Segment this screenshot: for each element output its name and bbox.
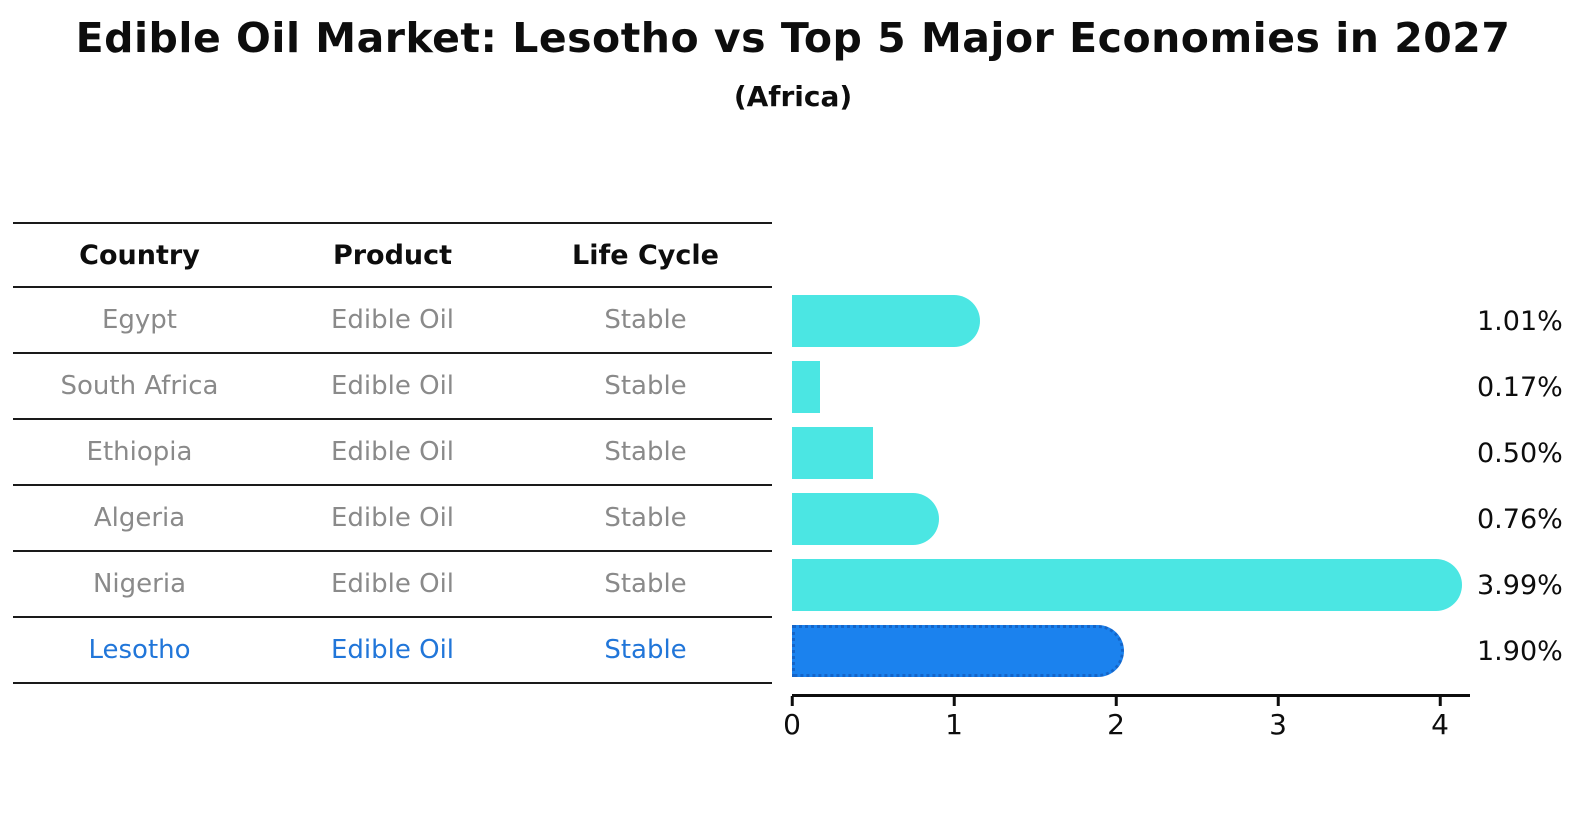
table-header-row: Country Product Life Cycle (13, 222, 772, 288)
bar-row-egypt (792, 288, 1470, 354)
cell-life-cycle: Stable (604, 503, 687, 533)
cell-country: Nigeria (92, 569, 187, 599)
x-axis-tick-label-2: 2 (1107, 708, 1125, 741)
bar-nigeria (792, 559, 1463, 611)
cell-product: Edible Oil (330, 635, 455, 665)
table-row-nigeria: Nigeria Edible Oil Stable (13, 552, 772, 618)
cell-product: Edible Oil (330, 371, 455, 401)
x-axis-tick-label-3: 3 (1269, 708, 1287, 741)
cell-product: Edible Oil (330, 305, 455, 335)
x-axis-tick-4 (1438, 696, 1442, 706)
bar-south-africa (792, 361, 820, 413)
bar-lesotho (792, 625, 1124, 677)
cell-life-cycle: Stable (604, 305, 687, 335)
column-header-life-cycle: Life Cycle (572, 239, 719, 271)
cell-country: Ethiopia (86, 437, 193, 467)
x-axis-tick-label-0: 0 (783, 708, 801, 741)
value-label-egypt: 1.01% (1477, 305, 1563, 337)
cell-life-cycle: Stable (604, 371, 687, 401)
cell-product: Edible Oil (330, 503, 455, 533)
table-row-ethiopia: Ethiopia Edible Oil Stable (13, 420, 772, 486)
x-axis-tick-1 (952, 696, 956, 706)
cell-country: Egypt (101, 305, 178, 335)
value-label-lesotho: 1.90% (1477, 635, 1563, 667)
bar-algeria (792, 493, 940, 545)
table-row-egypt: Egypt Edible Oil Stable (13, 288, 772, 354)
cell-product: Edible Oil (330, 569, 455, 599)
bar-row-south-africa (792, 354, 1470, 420)
x-axis-tick-3 (1276, 696, 1280, 706)
table-row-lesotho: Lesotho Edible Oil Stable (13, 618, 772, 684)
bar-row-ethiopia (792, 420, 1470, 486)
x-axis-tick-0 (790, 696, 794, 706)
cell-country: South Africa (60, 371, 219, 401)
chart-subtitle: (Africa) (733, 80, 853, 113)
table-row-algeria: Algeria Edible Oil Stable (13, 486, 772, 552)
table-row-south-africa: South Africa Edible Oil Stable (13, 354, 772, 420)
cell-country: Lesotho (88, 635, 191, 665)
column-header-country: Country (79, 239, 200, 271)
column-header-product: Product (332, 239, 453, 271)
bar-ethiopia (792, 427, 873, 479)
chart-title: Edible Oil Market: Lesotho vs Top 5 Majo… (75, 14, 1511, 62)
cell-product: Edible Oil (330, 437, 455, 467)
cell-life-cycle: Stable (604, 635, 687, 665)
value-label-algeria: 0.76% (1477, 503, 1563, 535)
value-label-south-africa: 0.17% (1477, 371, 1563, 403)
country-table: Country Product Life Cycle Egypt Edible O… (13, 222, 772, 684)
bar-chart (792, 288, 1470, 684)
x-axis-tick-label-4: 4 (1431, 708, 1449, 741)
x-axis-line (792, 694, 1470, 697)
value-label-column: 1.01% 0.17% 0.50% 0.76% 3.99% 1.90% (1477, 288, 1585, 684)
x-axis-tick-label-1: 1 (945, 708, 963, 741)
cell-country: Algeria (93, 503, 186, 533)
bar-row-nigeria (792, 552, 1470, 618)
cell-life-cycle: Stable (604, 437, 687, 467)
value-label-ethiopia: 0.50% (1477, 437, 1563, 469)
x-axis-tick-2 (1114, 696, 1118, 706)
cell-life-cycle: Stable (604, 569, 687, 599)
bar-row-lesotho (792, 618, 1470, 684)
bar-row-algeria (792, 486, 1470, 552)
bar-egypt (792, 295, 980, 347)
value-label-nigeria: 3.99% (1477, 569, 1563, 601)
table-body: Egypt Edible Oil Stable South Africa Edible … (13, 288, 772, 684)
